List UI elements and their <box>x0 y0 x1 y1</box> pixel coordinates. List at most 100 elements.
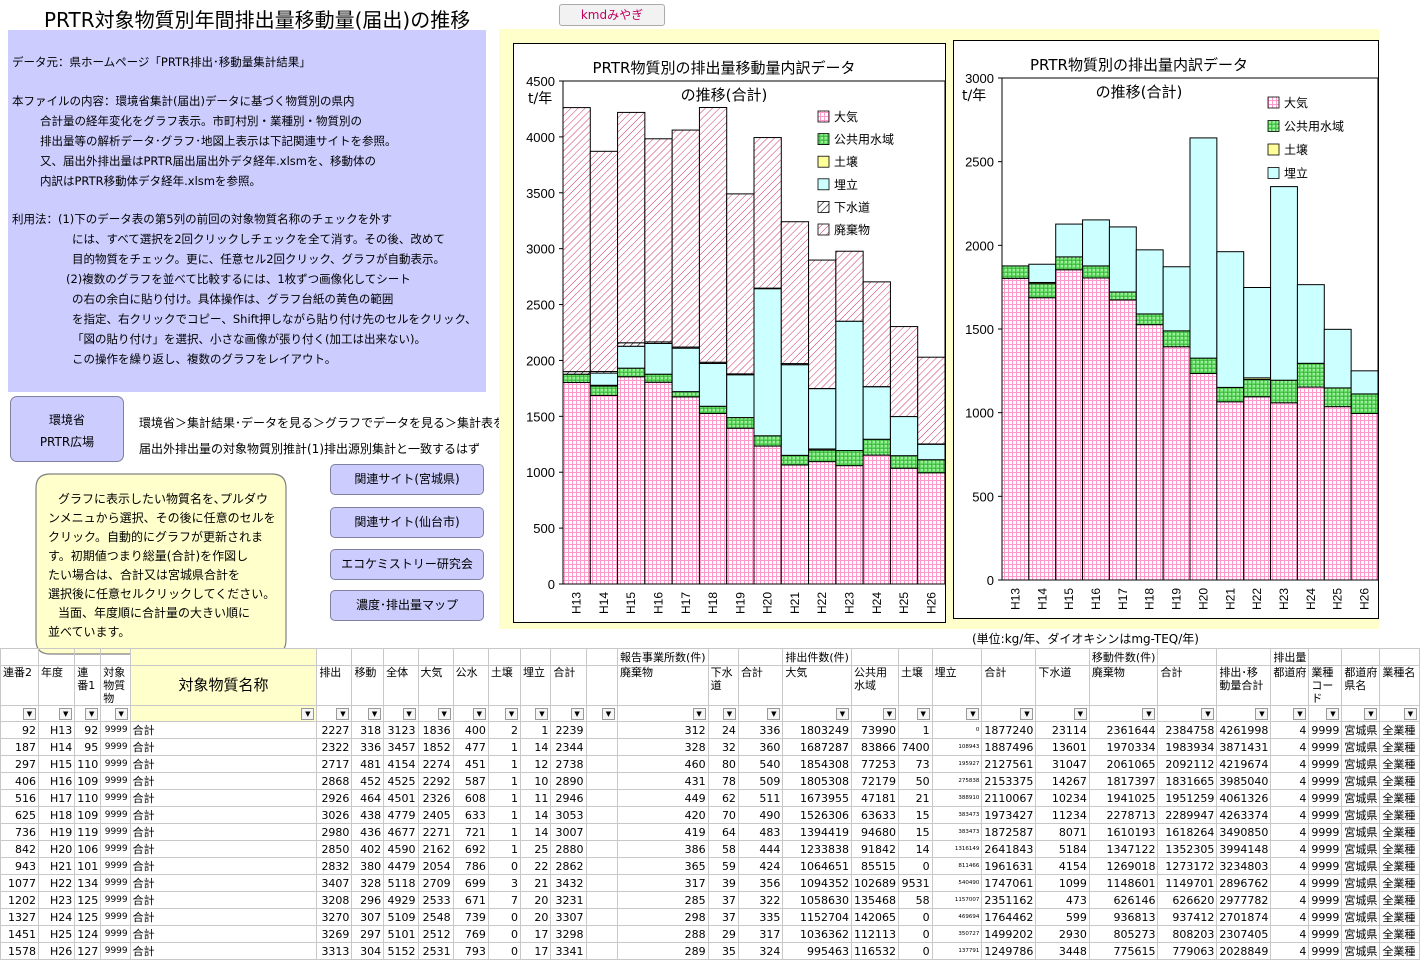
bar-segment <box>863 387 890 440</box>
bar-segment <box>1244 380 1271 397</box>
table-cell: 119 <box>75 824 101 841</box>
filter-dropdown-icon[interactable]: ▼ <box>836 708 849 720</box>
table-group-header <box>1380 649 1420 666</box>
filter-dropdown-icon[interactable]: ▼ <box>115 708 128 720</box>
table-header: 合計 <box>738 666 782 706</box>
filter-dropdown-icon[interactable]: ▼ <box>301 708 314 720</box>
table-cell: 721 <box>453 824 488 841</box>
filter-cell: ▼ <box>453 706 488 722</box>
table-cell: 4929 <box>384 892 418 909</box>
table-cell: 1233838 <box>783 841 852 858</box>
table-header: 大気 <box>418 666 453 706</box>
filter-dropdown-icon[interactable]: ▼ <box>723 708 736 720</box>
table-cell: 92 <box>1 722 39 739</box>
table-cell: 2239 <box>551 722 586 739</box>
table-cell: 481 <box>352 756 384 773</box>
x-tick-label: H20 <box>1196 588 1210 610</box>
table-cell: 9999 <box>1309 909 1342 926</box>
table-cell: 587 <box>453 773 488 790</box>
table-cell: 1673955 <box>783 790 852 807</box>
filter-dropdown-icon[interactable]: ▼ <box>438 708 451 720</box>
table-cell: 5118 <box>384 875 418 892</box>
filter-dropdown-icon[interactable]: ▼ <box>1142 708 1155 720</box>
table-header: 土壌 <box>898 666 932 706</box>
x-tick-label: H15 <box>1062 588 1076 610</box>
bar-segment <box>754 446 781 584</box>
table-cell: 70 <box>708 807 738 824</box>
filter-dropdown-icon[interactable]: ▼ <box>1074 708 1087 720</box>
filter-dropdown-icon[interactable]: ▼ <box>535 708 548 720</box>
filter-dropdown-icon[interactable]: ▼ <box>85 708 98 720</box>
table-cell: 1327 <box>1 909 39 926</box>
y-tick-label: 500 <box>972 489 994 504</box>
table-cell: 3307 <box>551 909 586 926</box>
table-group-header: 移動件数(件) <box>1089 649 1158 666</box>
filter-dropdown-icon[interactable]: ▼ <box>693 708 706 720</box>
table-cell: 宮城県 <box>1342 943 1380 960</box>
table-cell: 633 <box>453 807 488 824</box>
table-cell: 380 <box>352 858 384 875</box>
table-cell: 9999 <box>101 722 130 739</box>
filter-dropdown-icon[interactable]: ▼ <box>368 708 381 720</box>
table-cell: 692 <box>453 841 488 858</box>
x-tick-label: H26 <box>1358 588 1372 610</box>
bar-segment <box>1324 407 1351 580</box>
x-tick-label: H25 <box>1331 588 1345 610</box>
filter-dropdown-icon[interactable]: ▼ <box>571 708 584 720</box>
table-cell: 9999 <box>1309 722 1342 739</box>
table-cell: H25 <box>38 926 74 943</box>
table-cell: 3407 <box>317 875 352 892</box>
table-cell: 宮城県 <box>1342 909 1380 926</box>
bar-segment <box>727 194 754 374</box>
table-header: 連番1 <box>75 666 101 706</box>
filter-dropdown-icon[interactable]: ▼ <box>1201 708 1214 720</box>
table-header: 公共用水域 <box>851 666 898 706</box>
table-cell: H24 <box>38 909 74 926</box>
table-cell: 2641843 <box>982 841 1036 858</box>
table-cell: 124 <box>75 926 101 943</box>
bar-segment <box>1056 224 1083 257</box>
bar-segment <box>1297 363 1324 387</box>
table-cell: 516 <box>1 790 39 807</box>
filter-dropdown-icon[interactable]: ▼ <box>336 708 349 720</box>
filter-dropdown-icon[interactable]: ▼ <box>403 708 416 720</box>
table-group-header <box>932 649 982 666</box>
units-note: (単位:kg/年、ダイオキシンはmg-TEQ/年) <box>972 630 1199 647</box>
legend-swatch <box>818 134 829 145</box>
filter-dropdown-icon[interactable]: ▼ <box>883 708 896 720</box>
filter-dropdown-icon[interactable]: ▼ <box>917 708 930 720</box>
y-tick-label: 2000 <box>526 353 555 368</box>
table-cell: H21 <box>38 858 74 875</box>
filter-dropdown-icon[interactable]: ▼ <box>505 708 518 720</box>
filter-dropdown-icon[interactable]: ▼ <box>966 708 979 720</box>
filter-dropdown-icon[interactable]: ▼ <box>767 708 780 720</box>
filter-dropdown-icon[interactable]: ▼ <box>1364 708 1377 720</box>
table-cell: 宮城県 <box>1342 722 1380 739</box>
table-cell: 4779 <box>384 807 418 824</box>
table-group-header <box>352 649 384 666</box>
bar-segment <box>754 138 781 289</box>
filter-dropdown-icon[interactable]: ▼ <box>59 708 72 720</box>
filter-dropdown-icon[interactable]: ▼ <box>1326 708 1339 720</box>
table-group-header <box>1158 649 1217 666</box>
table-cell: 2127561 <box>982 756 1036 773</box>
filter-dropdown-icon[interactable]: ▼ <box>473 708 486 720</box>
table-cell: 1157007 <box>932 892 982 909</box>
filter-dropdown-icon[interactable]: ▼ <box>602 708 615 720</box>
filter-dropdown-icon[interactable]: ▼ <box>1255 708 1268 720</box>
x-tick-label: H17 <box>679 592 693 614</box>
bar-segment <box>563 382 590 584</box>
x-tick-label: H24 <box>870 592 884 614</box>
filter-dropdown-icon[interactable]: ▼ <box>1293 708 1306 720</box>
filter-dropdown-icon[interactable]: ▼ <box>1020 708 1033 720</box>
filter-dropdown-icon[interactable]: ▼ <box>23 708 36 720</box>
chart-emission: 050010001500200025003000t/年PRTR物質別の排出量内訳… <box>962 56 1378 610</box>
bar-segment <box>1163 331 1190 347</box>
table-cell: 合計 <box>130 875 317 892</box>
filter-dropdown-icon[interactable]: ▼ <box>1404 708 1417 720</box>
table-cell: 4154 <box>384 756 418 773</box>
bar-segment <box>863 455 890 584</box>
bar-segment <box>645 139 672 342</box>
